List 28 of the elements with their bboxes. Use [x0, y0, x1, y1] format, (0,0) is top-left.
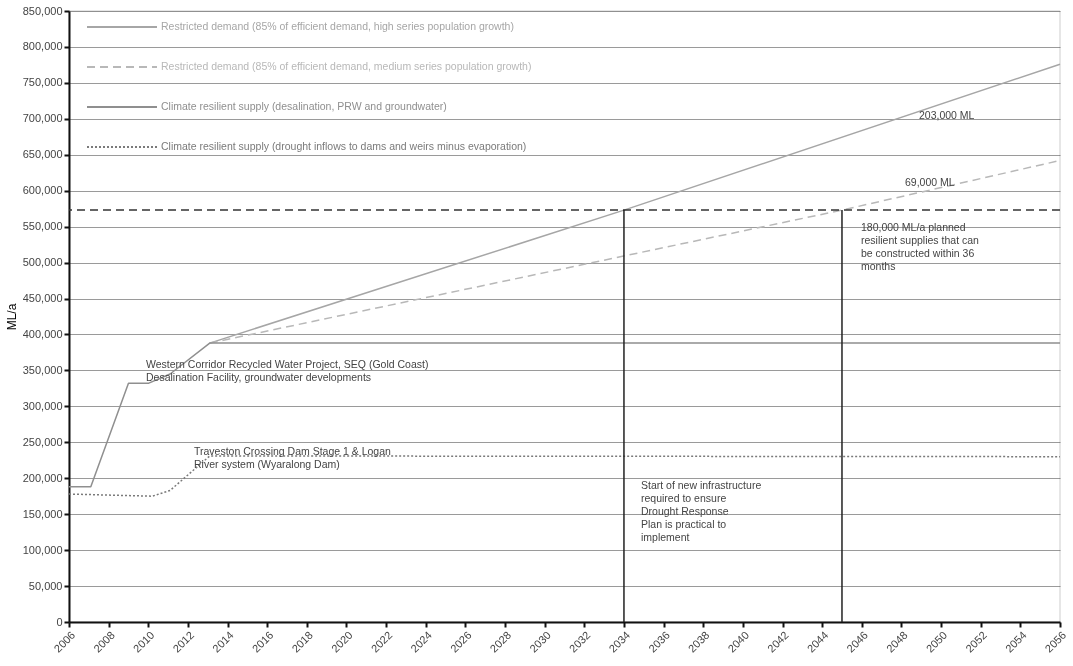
text: Restricted demand (85% of efficient demand, medium series population growth) — [161, 60, 532, 72]
annotation: Start of new infrastructure required to ensure Drought Response Plan is practical to implement — [641, 479, 762, 543]
y-tick-label: 800,000 — [22, 40, 63, 53]
annotation: 180,000 ML/a planned resilient supplies that can be constructed within 36 months — [861, 221, 980, 272]
y-axis-title: ML/a — [4, 303, 19, 331]
y-tick-label: 650,000 — [22, 148, 63, 161]
text: Restricted demand (85% of efficient demand, high series population growth) — [161, 20, 514, 32]
text: Climate resilient supply (drought inflows to dams and weirs minus evaporation) — [161, 140, 527, 152]
y-tick-label: 700,000 — [22, 112, 63, 125]
y-tick-label: 600,000 — [22, 184, 63, 197]
y-tick-label: 400,000 — [22, 327, 63, 340]
annotation: Traveston Crossing Dam Stage 1 & Logan River system (Wyaralong Dam) — [194, 445, 392, 470]
y-tick-label: 350,000 — [22, 363, 63, 376]
y-tick-label: 0 — [56, 615, 63, 628]
y-tick-label: 150,000 — [22, 507, 63, 520]
annotation: 203,000 ML — [919, 109, 975, 121]
text: Climate resilient supply (desalination, PRW and groundwater) — [161, 100, 447, 112]
y-tick-label: 550,000 — [22, 220, 63, 233]
y-tick-label: 100,000 — [22, 543, 63, 556]
y-tick-label: 200,000 — [22, 471, 63, 484]
y-tick-label: 250,000 — [22, 435, 63, 448]
y-tick-label: 500,000 — [22, 256, 63, 269]
y-tick-label: 450,000 — [22, 292, 63, 305]
y-tick-label: 750,000 — [22, 76, 63, 89]
y-tick-label: 50,000 — [28, 579, 63, 592]
annotation: 69,000 ML — [905, 176, 955, 188]
y-tick-label: 300,000 — [22, 399, 63, 412]
y-tick-label: 850,000 — [22, 4, 63, 17]
